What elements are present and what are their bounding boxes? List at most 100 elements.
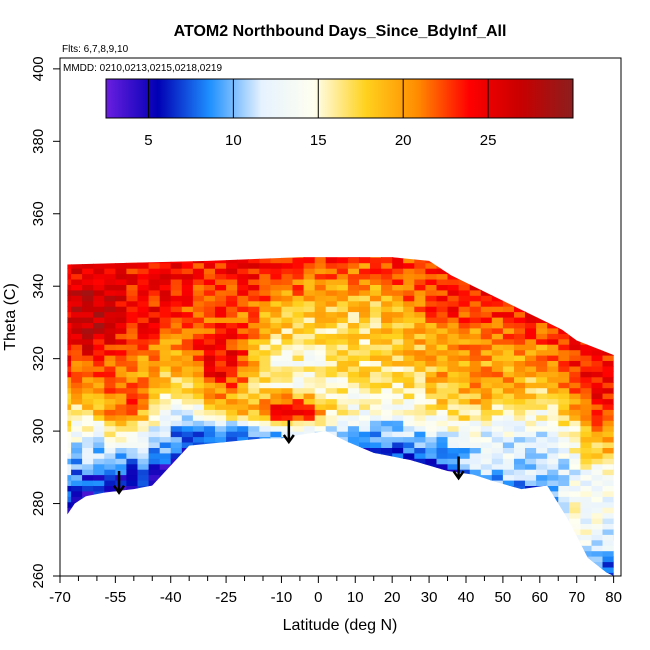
heatmap-cell	[458, 349, 471, 356]
heatmap-cell	[226, 474, 238, 481]
heatmap-cell	[536, 317, 548, 323]
heatmap-cell	[359, 496, 371, 503]
heatmap-cell	[414, 360, 426, 367]
heatmap-cell	[348, 246, 360, 252]
heatmap-cell	[536, 349, 548, 356]
heatmap-cell	[226, 425, 238, 432]
heatmap-cell	[414, 425, 426, 432]
heatmap-cell	[259, 398, 271, 405]
heatmap-cell	[203, 306, 216, 313]
heatmap-cell	[192, 545, 205, 552]
heatmap-cell	[602, 420, 614, 427]
heatmap-cell	[580, 371, 593, 378]
heatmap-cell	[370, 507, 382, 514]
heatmap-cell	[281, 268, 294, 275]
heatmap-cell	[525, 360, 537, 367]
heatmap-cell	[226, 409, 238, 416]
heatmap-cell	[580, 306, 593, 313]
heatmap-cell	[292, 371, 305, 378]
heatmap-cell	[71, 496, 83, 503]
heatmap-cell	[281, 518, 294, 524]
heatmap-cell	[613, 485, 614, 492]
heatmap-cell	[403, 295, 415, 302]
heatmap-cell	[381, 420, 393, 427]
heatmap-cell	[325, 268, 338, 275]
heatmap-cell	[192, 306, 205, 313]
heatmap-cell	[525, 539, 537, 546]
heatmap-cell	[82, 496, 94, 503]
heatmap-cell	[170, 490, 183, 497]
heatmap-cell	[436, 355, 449, 361]
heatmap-cell	[491, 431, 504, 438]
heatmap-cell	[237, 333, 249, 340]
heatmap-cell	[82, 556, 94, 563]
heatmap-cell	[491, 447, 504, 454]
heatmap-cell	[270, 327, 283, 334]
heatmap-cell	[613, 561, 614, 568]
heatmap-cell	[359, 273, 371, 280]
heatmap-cell	[425, 480, 438, 486]
heatmap-cell	[93, 463, 105, 470]
heatmap-cell	[126, 414, 139, 421]
heatmap-cell	[558, 273, 570, 280]
heatmap-cell	[181, 507, 194, 514]
heatmap-cell	[491, 289, 504, 296]
heatmap-cell	[104, 262, 116, 269]
heatmap-cell	[237, 458, 249, 465]
heatmap-cell	[248, 518, 260, 524]
heatmap-cell	[392, 333, 404, 340]
heatmap-cell	[613, 360, 614, 367]
heatmap-cell	[491, 452, 504, 459]
heatmap-cell	[381, 257, 393, 264]
heatmap-cell	[558, 578, 570, 584]
heatmap-cell	[403, 344, 415, 351]
heatmap-cell	[370, 550, 382, 557]
heatmap-cell	[414, 338, 426, 345]
heatmap-cell	[370, 556, 382, 563]
heatmap-cell	[115, 452, 128, 459]
heatmap-cell	[215, 322, 227, 329]
heatmap-cell	[137, 518, 150, 524]
heatmap-cell	[126, 268, 139, 275]
heatmap-cell	[613, 338, 614, 345]
heatmap-cell	[215, 507, 227, 514]
heatmap-cell	[215, 371, 227, 378]
heatmap-cell	[126, 284, 139, 291]
heatmap-cell	[491, 507, 504, 514]
heatmap-cell	[115, 355, 128, 361]
heatmap-cell	[336, 414, 349, 421]
heatmap-cell	[514, 284, 526, 291]
heatmap-cell	[71, 474, 83, 481]
heatmap-cell	[469, 409, 482, 416]
heatmap-cell	[292, 501, 305, 508]
heatmap-cell	[469, 403, 482, 410]
heatmap-cell	[314, 458, 327, 465]
heatmap-cell	[137, 507, 150, 514]
heatmap-cell	[281, 523, 294, 530]
heatmap-cell	[403, 338, 415, 345]
heatmap-cell	[104, 501, 116, 508]
heatmap-cell	[547, 496, 559, 503]
heatmap-cell	[602, 458, 614, 465]
heatmap-cell	[403, 528, 415, 535]
heatmap-cell	[370, 431, 382, 438]
heatmap-cell	[414, 376, 426, 383]
heatmap-cell	[82, 317, 94, 323]
heatmap-cell	[71, 365, 83, 372]
heatmap-cell	[126, 257, 139, 258]
heatmap-cell	[392, 398, 404, 405]
heatmap-cell	[181, 284, 194, 291]
heatmap-cell	[93, 556, 105, 563]
heatmap-cell	[336, 333, 349, 340]
heatmap-cell	[370, 425, 382, 432]
heatmap-cell	[115, 507, 128, 514]
heatmap-cell	[514, 333, 526, 340]
heatmap-cell	[414, 458, 426, 465]
heatmap-cell	[491, 360, 504, 367]
heatmap-cell	[469, 561, 482, 568]
heatmap-cell	[226, 550, 238, 557]
heatmap-cell	[71, 257, 83, 264]
y-tick-label: 280	[30, 491, 47, 516]
heatmap-cell	[115, 376, 128, 383]
heatmap-cell	[436, 420, 449, 427]
